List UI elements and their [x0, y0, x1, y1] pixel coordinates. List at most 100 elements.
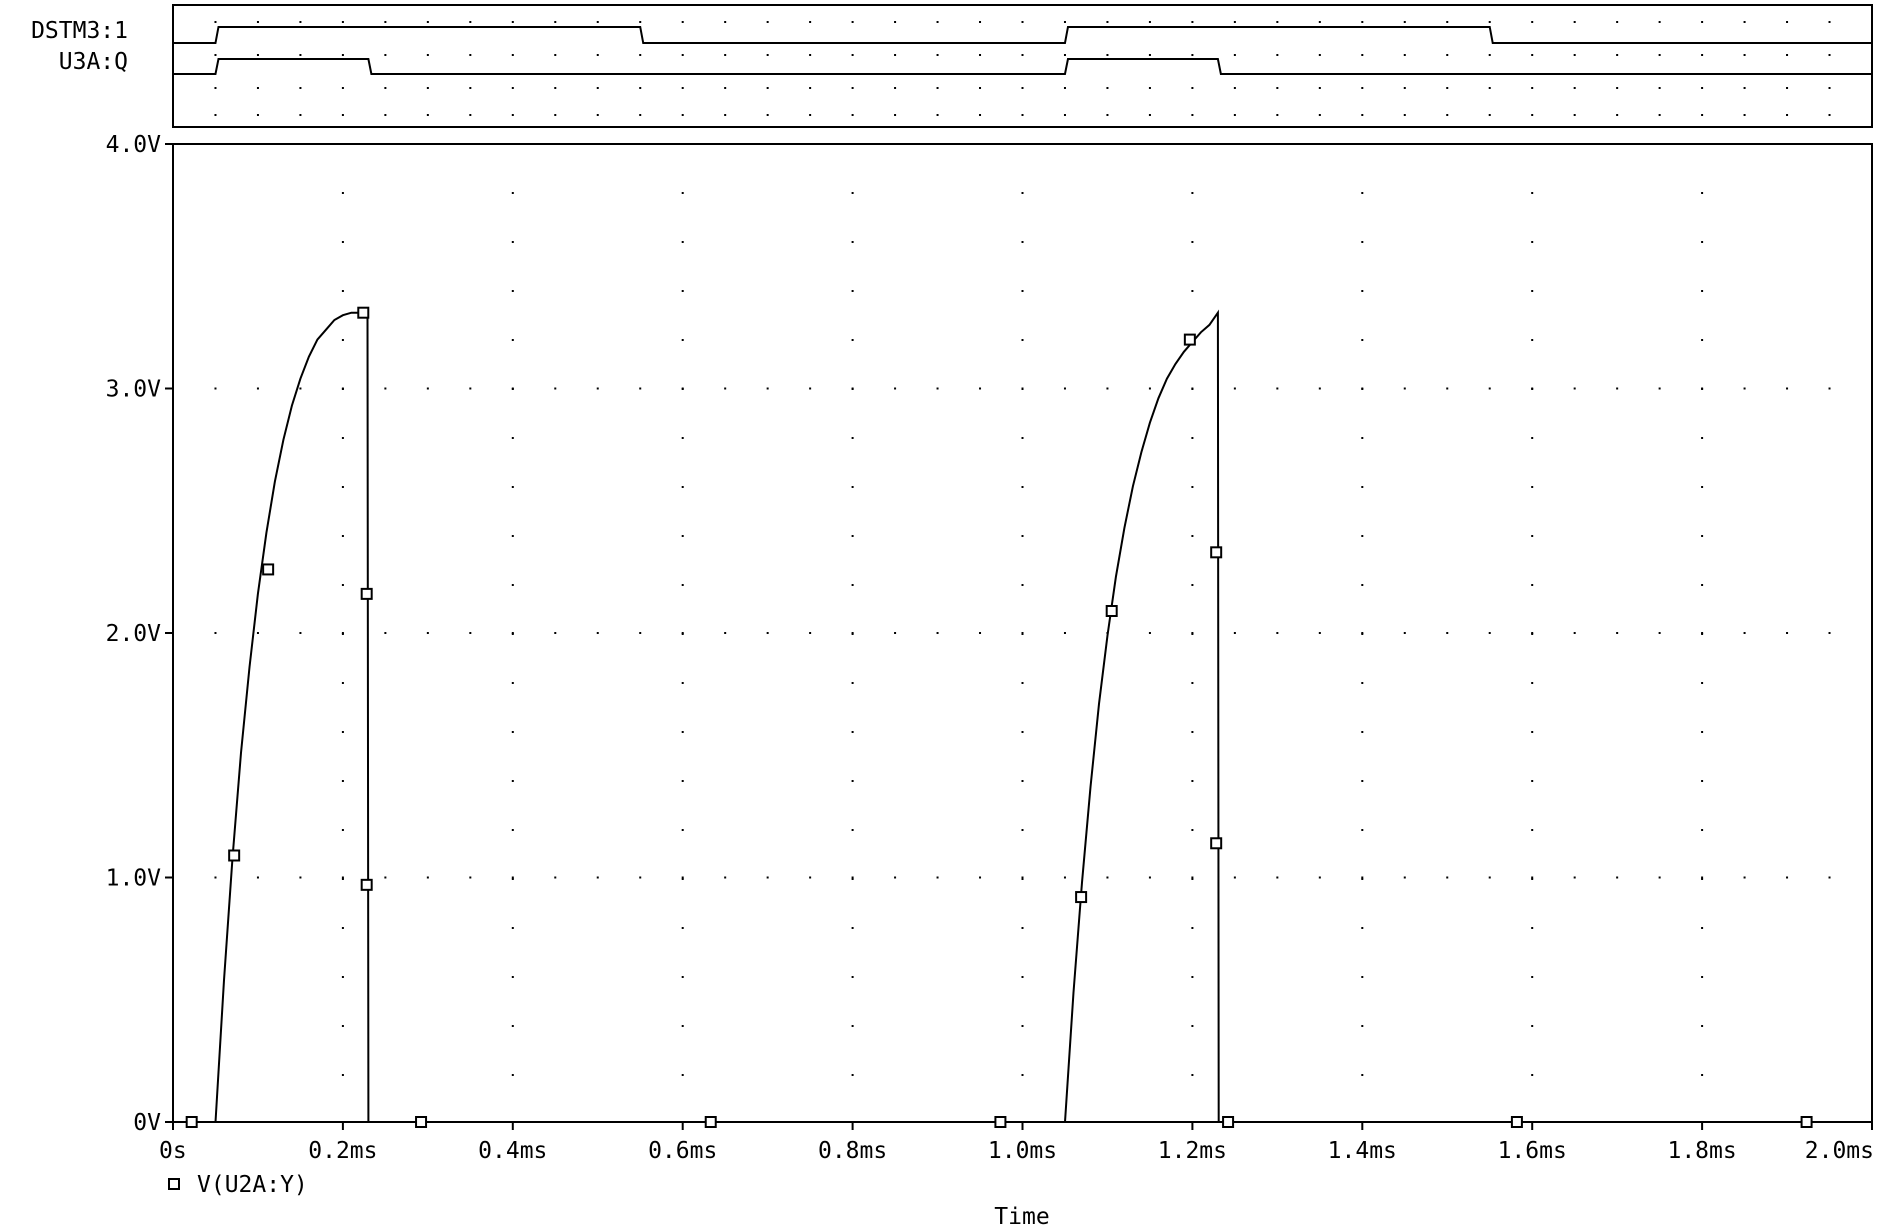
grid-dot: [299, 876, 302, 879]
grid-dot: [1701, 241, 1704, 243]
grid-dot: [894, 114, 897, 116]
grid-dot: [1276, 387, 1279, 390]
grid-dot: [1531, 21, 1534, 23]
grid-dot: [766, 21, 769, 23]
y-tick-label: 0V: [133, 1110, 161, 1136]
grid-dot: [681, 387, 684, 390]
grid-dot: [809, 632, 812, 634]
grid-dot: [384, 387, 387, 390]
grid-dot: [1361, 1074, 1364, 1076]
grid-dot: [341, 829, 344, 831]
grid-dot: [511, 1074, 514, 1076]
grid-dot: [511, 87, 514, 89]
grid-dot: [1148, 114, 1151, 116]
grid-dot: [1573, 21, 1576, 23]
digital-signal-label: DSTM3:1: [31, 18, 128, 44]
grid-dot: [1531, 290, 1534, 292]
grid-dot: [851, 1025, 854, 1027]
grid-dot: [1403, 876, 1406, 879]
grid-dot: [1233, 87, 1236, 89]
grid-dot: [1701, 535, 1704, 537]
grid-dot: [766, 387, 769, 390]
digital-panel: DSTM3:1 U3A:Q: [31, 4, 1873, 128]
grid-dot: [1488, 632, 1491, 634]
grid-dot: [1786, 54, 1789, 56]
grid-dot: [469, 387, 472, 390]
grid-dot: [1701, 731, 1704, 733]
grid-dot: [1531, 780, 1534, 782]
grid-dot: [1531, 927, 1534, 929]
grid-dot: [1191, 486, 1194, 488]
data-marker: [1105, 604, 1118, 617]
grid-dot: [1361, 87, 1364, 89]
grid-dot: [851, 1074, 854, 1076]
grid-dot: [936, 632, 939, 634]
data-marker: [1075, 891, 1088, 904]
grid-dot: [554, 21, 557, 23]
grid-dot: [596, 387, 599, 390]
grid-dot: [1531, 535, 1534, 537]
grid-dot: [469, 87, 472, 89]
grid-dot: [554, 54, 557, 56]
grid-dot: [1361, 114, 1364, 116]
grid-dot: [639, 87, 642, 89]
grid-dot: [979, 387, 982, 390]
grid-dot: [851, 976, 854, 978]
data-marker: [360, 878, 373, 891]
grid-dot: [1616, 114, 1619, 116]
grid-dot: [809, 876, 812, 879]
grid-dot: [469, 114, 472, 116]
grid-dot: [1488, 87, 1491, 89]
grid-dot: [851, 486, 854, 488]
grid-dot: [341, 87, 344, 89]
grid-dot: [1531, 632, 1534, 634]
grid-dot: [256, 876, 259, 879]
grid-dot: [1531, 339, 1534, 341]
grid-dot: [554, 87, 557, 89]
grid-dot: [724, 387, 727, 390]
grid-dot: [1828, 387, 1831, 390]
grid-dot: [639, 21, 642, 23]
grid-dot: [936, 21, 939, 23]
x-tick-label: 0.8ms: [818, 1138, 887, 1164]
grid-dot: [1531, 682, 1534, 684]
grid-dot: [299, 87, 302, 89]
grid-dot: [1361, 976, 1364, 978]
x-tick-label: 0s: [159, 1138, 187, 1164]
grid-dot: [1743, 876, 1746, 879]
grid-dot: [1531, 54, 1534, 56]
grid-dot: [979, 87, 982, 89]
grid-dot: [1191, 290, 1194, 292]
grid-dot: [1743, 114, 1746, 116]
grid-dot: [1743, 21, 1746, 23]
grid-dot: [1573, 387, 1576, 390]
grid-dot: [979, 876, 982, 879]
grid-dot: [1191, 829, 1194, 831]
grid-dot: [1233, 114, 1236, 116]
grid-dot: [724, 87, 727, 89]
grid-dot: [1701, 87, 1704, 89]
grid-dot: [1361, 437, 1364, 439]
grid-dot: [681, 731, 684, 733]
grid-dot: [426, 87, 429, 89]
grid-dot: [1361, 829, 1364, 831]
grid-dot: [1531, 1074, 1534, 1076]
grid-dot: [511, 339, 514, 341]
grid-dot: [1573, 632, 1576, 634]
legend-label: V(U2A:Y): [197, 1172, 308, 1198]
grid-dot: [1658, 876, 1661, 879]
y-tick-label: 3.0V: [106, 377, 162, 403]
grid-dot: [214, 632, 217, 634]
grid-dot: [341, 21, 344, 23]
grid-dot: [1488, 114, 1491, 116]
analog-grid: [214, 192, 1831, 1076]
grid-dot: [681, 290, 684, 292]
grid-dot: [1828, 876, 1831, 879]
grid-dot: [426, 876, 429, 879]
grid-dot: [1446, 54, 1449, 56]
grid-dot: [1191, 114, 1194, 116]
grid-dot: [979, 21, 982, 23]
grid-dot: [851, 731, 854, 733]
grid-dot: [1701, 339, 1704, 341]
